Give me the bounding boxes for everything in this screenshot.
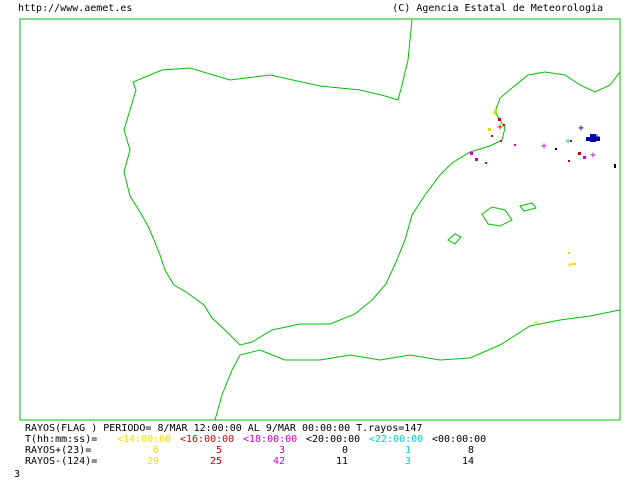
mediterranean-coast xyxy=(239,71,621,346)
time-bin: <22:00:00 xyxy=(369,434,423,445)
coastline xyxy=(123,19,621,421)
positive-label: RAYOS+(23)= xyxy=(25,445,91,456)
lightning-strikes: + + + + + + + + + xyxy=(470,108,616,329)
copyright: (C) Agencia Estatal de Meteorologia xyxy=(392,3,603,14)
negative-label: RAYOS-(124)= xyxy=(25,456,97,467)
positive-count: 6 xyxy=(153,445,159,456)
legend-summary: RAYOS(FLAG ) PERIODO= 8/MAR 12:00:00 AL … xyxy=(25,423,422,434)
strike-positive: + xyxy=(565,136,571,147)
negative-count: 3 xyxy=(405,456,411,467)
positive-count: 8 xyxy=(468,445,474,456)
negative-count: 29 xyxy=(147,456,159,467)
strike-positive: + xyxy=(533,318,539,329)
positive-count: 0 xyxy=(342,445,348,456)
positive-count: 3 xyxy=(279,445,285,456)
strike-cluster xyxy=(586,134,600,142)
time-bin: <20:00:00 xyxy=(306,434,360,445)
strike-dots xyxy=(470,110,616,265)
strike-positive: + xyxy=(590,150,596,161)
negative-count: 25 xyxy=(210,456,222,467)
menorca xyxy=(519,202,537,212)
time-bin: <00:00:00 xyxy=(432,434,486,445)
strike-positive: + xyxy=(541,141,547,152)
negative-count: 11 xyxy=(336,456,348,467)
strike-positive: + xyxy=(497,122,503,133)
time-label: T(hh:mm:ss)= xyxy=(25,434,97,445)
positive-count: 5 xyxy=(216,445,222,456)
negative-count: 42 xyxy=(273,456,285,467)
iberia-coast xyxy=(123,19,413,346)
negative-count: 14 xyxy=(462,456,474,467)
strike-positive: + xyxy=(492,108,498,119)
footer-number: 3 xyxy=(14,469,20,480)
time-bin: <14:00:00 xyxy=(117,434,171,445)
map-frame xyxy=(19,18,621,421)
time-bin: <16:00:00 xyxy=(180,434,234,445)
time-bin: <18:00:00 xyxy=(243,434,297,445)
site-url: http://www.aemet.es xyxy=(18,3,132,14)
strike-positive: + xyxy=(567,260,573,271)
ibiza xyxy=(447,233,462,245)
positive-count: 1 xyxy=(405,445,411,456)
mallorca xyxy=(481,206,513,227)
strike-positive: + xyxy=(578,123,584,134)
africa-coast xyxy=(214,309,621,421)
